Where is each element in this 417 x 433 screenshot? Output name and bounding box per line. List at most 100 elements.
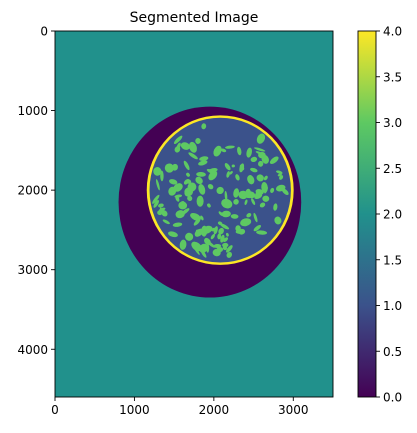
green-patch [185,232,194,241]
green-patch [226,203,230,209]
colorbar-tick-label: 3.0 [383,116,402,130]
green-patch [187,182,197,192]
green-patch [221,210,231,218]
green-patch [198,160,208,166]
green-patch [256,133,266,144]
green-patch [199,156,209,162]
x-axis: 0 1000 2000 3000 [51,397,309,417]
green-patch [207,203,211,208]
green-patch [253,212,258,223]
green-patch [244,199,248,205]
green-patch [222,242,229,248]
green-patch [253,147,266,152]
green-patch [225,245,233,253]
green-patch [189,141,197,153]
green-patch [270,187,275,193]
green-patch [226,251,232,258]
green-patch [195,229,201,236]
green-patch [246,147,253,158]
green-patch [256,230,268,235]
x-tick-label: 2000 [199,403,230,417]
green-patch [185,179,192,184]
green-patch [258,160,264,167]
colorbar-tick-label: 3.5 [383,70,402,84]
green-patch [218,227,224,235]
green-patch [204,237,211,246]
green-patch [281,188,289,195]
green-patch [221,198,233,209]
green-patch [251,198,256,205]
green-patch [183,160,190,171]
y-tick-label: 4000 [17,343,48,357]
green-patch [213,243,222,249]
green-patch [233,188,240,198]
colorbar [357,30,377,398]
green-patch [153,200,159,208]
green-patch [237,146,242,156]
green-patch [220,148,227,153]
green-patch [247,175,255,185]
green-patch [198,184,206,195]
green-patch [229,171,233,175]
green-patch [255,151,265,156]
green-patch [200,215,204,221]
green-patch [226,171,230,178]
x-tick-label: 1000 [119,403,150,417]
green-patch [269,156,279,165]
y-tick-label: 1000 [17,104,48,118]
colorbar-tick-label: 4.0 [383,25,402,39]
green-patch [158,207,166,212]
green-patch [220,234,225,243]
green-patch [262,195,270,202]
colorbar-tick-label: 1.0 [383,299,402,313]
green-patch [180,142,191,150]
green-patch [279,175,284,180]
green-patch [201,123,207,130]
green-patch [169,179,178,185]
colorbar-tick-label: 0.0 [383,391,402,405]
green-patch [220,223,230,230]
green-patch [179,239,187,250]
green-patch [186,172,190,177]
green-patch [162,219,170,225]
green-patch [164,163,174,173]
green-patch [218,211,224,216]
green-patch [208,170,218,181]
plot-frame [54,30,334,398]
green-patch [263,175,268,181]
x-tick-label: 3000 [278,403,309,417]
colorbar-tick-label: 1.5 [383,253,402,267]
green-patch [224,190,228,202]
green-patch [210,233,215,240]
green-patch [217,233,222,240]
green-patch [195,138,201,144]
green-patch [217,221,223,226]
green-patch [224,145,235,149]
green-patch [187,195,193,202]
y-tick-label: 2000 [17,184,48,198]
green-patch [235,174,240,181]
green-patch [173,183,183,192]
green-patch [222,245,228,251]
x-tick-label: 0 [51,403,59,417]
green-patch [239,164,245,171]
green-patch [250,156,258,163]
green-patch [254,193,263,200]
segment-green-patches [152,123,289,258]
green-patch [226,232,229,237]
green-patch [233,199,239,205]
green-patch [273,203,278,211]
green-patch [274,216,282,225]
colorbar-axis: 0.0 0.5 1.0 1.5 2.0 2.5 3.0 3.5 4.0 [376,25,402,405]
green-patch [275,170,283,174]
green-patch [230,214,239,219]
y-axis: 0 1000 2000 3000 4000 [17,25,55,357]
green-patch [176,142,181,149]
colorbar-tick-label: 0.5 [383,345,402,359]
green-patch [173,135,183,145]
green-patch [264,186,268,194]
green-patch [224,163,231,171]
green-patch [213,145,222,157]
colorbar-tick-label: 2.0 [383,208,402,222]
